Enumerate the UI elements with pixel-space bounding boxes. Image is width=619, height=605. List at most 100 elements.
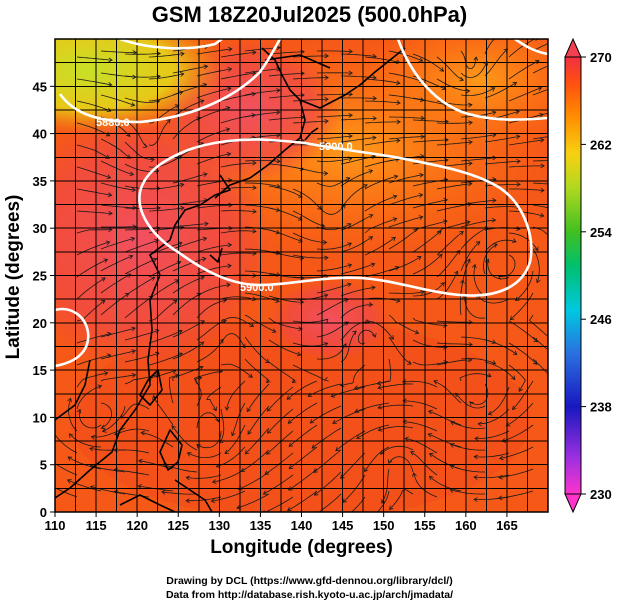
streamline-arrow [372, 135, 377, 141]
streamline-arrow [515, 226, 521, 231]
streamline [264, 496, 294, 512]
streamline-arrow [185, 475, 190, 481]
streamline-arrow [129, 171, 135, 177]
streamline-arrow [449, 464, 455, 470]
streamline [196, 244, 232, 253]
streamline [100, 273, 131, 294]
streamline [100, 327, 136, 338]
streamline [412, 159, 449, 165]
streamline-arrow [185, 498, 190, 504]
streamline [450, 443, 486, 451]
streamline [241, 449, 270, 472]
streamline [532, 336, 548, 351]
streamline [76, 100, 111, 112]
streamline-arrow [324, 53, 329, 59]
streamline [412, 254, 443, 275]
streamline-arrow [227, 263, 232, 269]
streamline-arrow [266, 407, 272, 412]
streamline-arrow [101, 277, 106, 282]
streamline [219, 408, 225, 444]
contour-5880-north [58, 39, 282, 124]
streamline-arrow [130, 102, 136, 107]
streamline-arrow [490, 87, 496, 92]
streamline [410, 451, 438, 476]
contour-5880-northeast [396, 39, 548, 121]
streamline-arrow [372, 95, 377, 101]
streamline [318, 493, 342, 512]
streamline [247, 405, 270, 435]
streamline-arrow [179, 72, 185, 77]
streamline [332, 408, 366, 424]
streamline-arrow [68, 433, 74, 438]
y-tick-label: 15 [33, 363, 47, 378]
streamline-arrow [150, 157, 155, 163]
streamline-arrow [537, 86, 543, 91]
streamline-arrow [324, 141, 329, 147]
streamline [484, 339, 518, 355]
streamline [436, 231, 464, 256]
streamline-arrow [555, 357, 559, 361]
streamline-arrow [103, 258, 109, 263]
chart-title: GSM 18Z20Jul2025 (500.0hPa) [151, 2, 468, 27]
streamline-arrow [377, 404, 383, 410]
streamline-arrow [137, 484, 143, 489]
contour-5900-southwest [55, 307, 90, 368]
streamline-arrow [363, 184, 368, 189]
streamline [532, 65, 548, 74]
streamline [509, 188, 545, 191]
streamline-arrow [392, 217, 398, 222]
streamline [389, 488, 414, 510]
streamline [196, 299, 227, 319]
streamline [433, 380, 462, 404]
streamline [412, 97, 448, 106]
x-tick-label: 130 [208, 518, 230, 533]
streamline [220, 317, 254, 327]
streamline-arrow [212, 406, 217, 412]
streamline-arrow [486, 372, 492, 378]
drawing-credit: Drawing by DCL (https://www.gfd-dennou.o… [166, 575, 453, 587]
streamline [364, 297, 400, 302]
streamline [76, 372, 108, 388]
contour-label-5900-ridge: 5900.0 [319, 141, 353, 153]
streamline [436, 78, 470, 92]
streamline-arrow [418, 215, 424, 220]
streamline [124, 53, 161, 55]
streamline-arrow [89, 446, 94, 452]
streamline [220, 333, 246, 349]
streamline-arrow [371, 285, 376, 291]
streamline-arrow [371, 333, 377, 338]
streamline [171, 425, 198, 451]
streamline-arrow [227, 177, 233, 183]
streamline [124, 276, 155, 297]
streamline-arrow [368, 236, 374, 241]
streamline [508, 139, 544, 146]
streamline [245, 182, 280, 188]
streamline [342, 474, 366, 503]
streamline [268, 207, 303, 221]
streamline-arrow [344, 321, 350, 326]
streamline [100, 204, 137, 209]
streamline-arrow [107, 192, 113, 198]
y-tick-label: 35 [33, 174, 47, 189]
streamline-arrow [440, 281, 445, 287]
contour-label-5900-south: 5900.0 [240, 282, 274, 294]
streamline-arrow [201, 256, 207, 262]
streamline-arrow [298, 238, 303, 243]
streamline [114, 469, 150, 476]
y-tick-label: 45 [33, 79, 47, 94]
streamline [172, 117, 201, 140]
streamline [194, 377, 202, 407]
streamline [532, 112, 548, 118]
streamline-arrow [90, 435, 96, 440]
streamline-arrow [348, 133, 353, 139]
streamline [340, 452, 366, 479]
streamline [309, 405, 342, 424]
streamline [238, 471, 270, 490]
streamline-arrow [330, 393, 336, 398]
streamline [100, 50, 137, 53]
streamline-arrow [391, 236, 396, 242]
colorbar-tick-label: 270 [590, 50, 612, 65]
streamline-arrow [518, 387, 523, 392]
streamline-arrow [224, 449, 230, 455]
streamline [365, 320, 394, 340]
